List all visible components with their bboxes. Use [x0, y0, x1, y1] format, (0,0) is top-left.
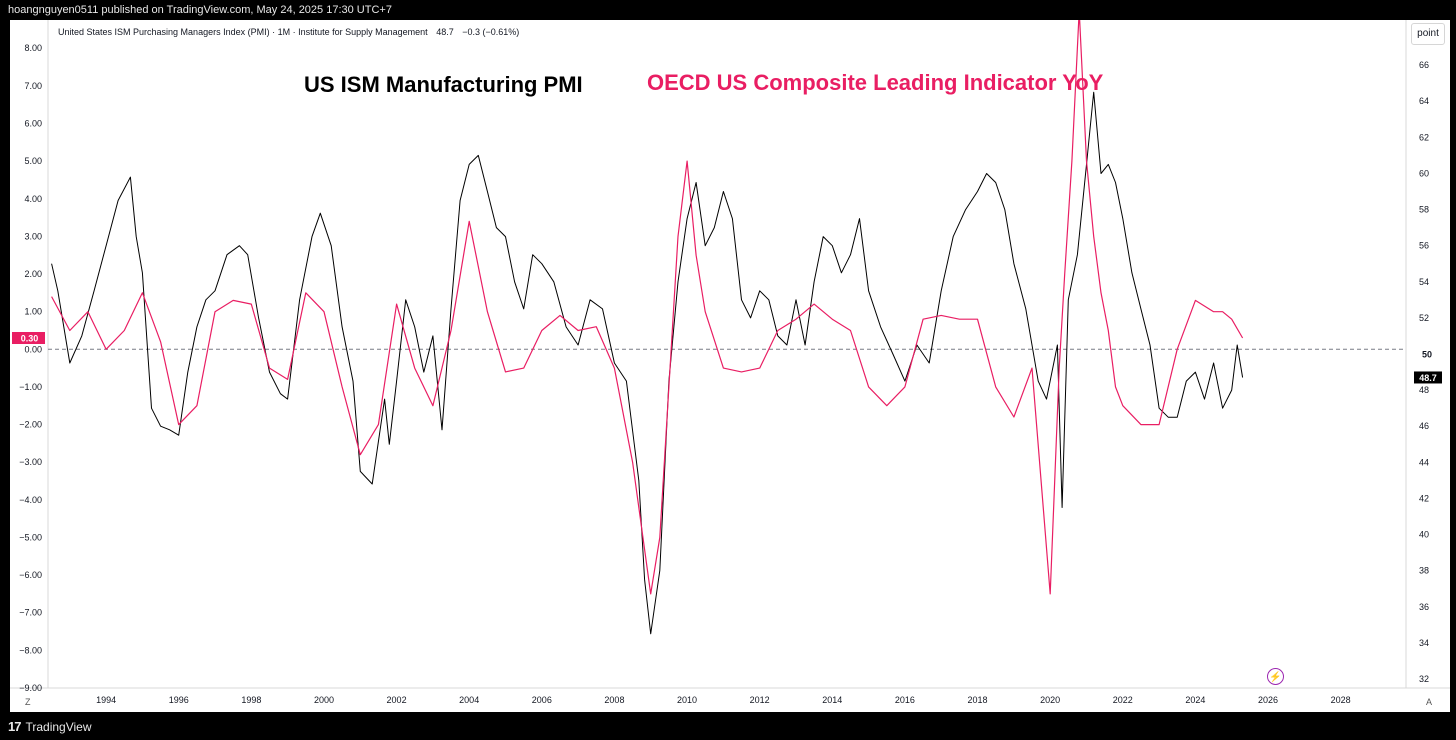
right-reference-label: 50 [1422, 350, 1432, 360]
right-tick-label: 40 [1419, 530, 1429, 540]
left-tick-label: −4.00 [19, 495, 42, 505]
time-tick-label: 2002 [387, 695, 407, 705]
left-tick-label: −2.00 [19, 420, 42, 430]
time-tick-label: 2018 [968, 695, 988, 705]
series-legend[interactable]: United States ISM Purchasing Managers In… [58, 27, 519, 37]
right-tick-label: 66 [1419, 60, 1429, 70]
right-tick-label: 46 [1419, 421, 1429, 431]
right-tick-label: 42 [1419, 493, 1429, 503]
left-tick-label: −8.00 [19, 645, 42, 655]
left-tick-label: 7.00 [24, 81, 42, 91]
oecd-annotation: OECD US Composite Leading Indicator YoY [647, 70, 1104, 95]
right-tick-label: 56 [1419, 241, 1429, 251]
right-tick-label: 44 [1419, 457, 1429, 467]
time-tick-label: 2006 [532, 695, 552, 705]
brand-text: TradingView [25, 719, 92, 734]
time-tick-label: 2010 [677, 695, 697, 705]
right-tick-label: 38 [1419, 566, 1429, 576]
time-tick-label: 2000 [314, 695, 334, 705]
left-tick-label: 5.00 [24, 156, 42, 166]
right-tick-label: 32 [1419, 674, 1429, 684]
pmi-annotation: US ISM Manufacturing PMI [304, 72, 583, 97]
time-tick-label: 2004 [459, 695, 479, 705]
time-tick-label: 2020 [1040, 695, 1060, 705]
tradingview-logo-icon: 17 [8, 719, 22, 734]
right-reference-badge [1414, 348, 1440, 360]
left-tick-label: −9.00 [19, 683, 42, 693]
timezone-corner[interactable]: Z [25, 697, 31, 707]
published-line: hoangnguyen0511 published on TradingView… [8, 4, 392, 16]
time-tick-label: 1994 [96, 695, 116, 705]
left-tick-label: −3.00 [19, 457, 42, 467]
pmi-series-line [51, 91, 1244, 635]
right-tick-label: 54 [1419, 277, 1429, 287]
left-tick-label: −1.00 [19, 382, 42, 392]
time-tick-label: 2022 [1113, 695, 1133, 705]
time-tick-label: 2012 [750, 695, 770, 705]
left-tick-label: 0.00 [24, 344, 42, 354]
right-tick-label: 52 [1419, 313, 1429, 323]
time-tick-label: 1996 [169, 695, 189, 705]
left-current-badge [12, 332, 45, 345]
top-bar: hoangnguyen0511 published on TradingView… [0, 0, 1456, 20]
left-tick-label: 2.00 [24, 269, 42, 279]
right-tick-label: 58 [1419, 205, 1429, 215]
tradingview-logo[interactable]: 17 TradingView [8, 719, 92, 734]
right-tick-label: 60 [1419, 168, 1429, 178]
bottom-bar: 17 TradingView [0, 712, 1456, 740]
legend-series-name: United States ISM Purchasing Managers In… [58, 27, 428, 37]
left-tick-label: 8.00 [24, 43, 42, 53]
left-tick-label: 6.00 [24, 118, 42, 128]
left-tick-label: −5.00 [19, 532, 42, 542]
right-tick-label: 48 [1419, 385, 1429, 395]
right-tick-label: 36 [1419, 602, 1429, 612]
flash-icon[interactable]: ⚡ [1267, 668, 1284, 685]
unit-button[interactable]: point [1411, 23, 1445, 45]
left-tick-label: 1.00 [24, 307, 42, 317]
legend-change: −0.3 (−0.61%) [462, 27, 520, 37]
legend-last-value: 48.7 [436, 27, 454, 37]
chart-frame[interactable]: 8.00 7.00 6.00 5.00 4.00 3.00 2.00 1.00 0.00 −1.0… [10, 20, 1450, 712]
time-tick-label: 2024 [1185, 695, 1205, 705]
right-tick-label: 64 [1419, 96, 1429, 106]
time-tick-label: 2008 [604, 695, 624, 705]
left-tick-label: −6.00 [19, 570, 42, 580]
time-tick-label: 2028 [1331, 695, 1351, 705]
right-last-badge [1414, 371, 1442, 384]
left-tick-label: −7.00 [19, 608, 42, 618]
left-tick-label: 4.00 [24, 194, 42, 204]
time-tick-label: 1998 [241, 695, 261, 705]
auto-scale-corner[interactable]: A [1426, 697, 1433, 707]
left-current-label: 0.30 [21, 334, 39, 344]
right-tick-label: 34 [1419, 638, 1429, 648]
chart-canvas[interactable]: 8.00 7.00 6.00 5.00 4.00 3.00 2.00 1.00 0.00 −1.0… [10, 20, 1450, 712]
right-last-label: 48.7 [1419, 373, 1437, 383]
oecd-series-line [51, 20, 1244, 595]
time-tick-label: 2014 [822, 695, 842, 705]
left-tick-label: 3.00 [24, 231, 42, 241]
right-tick-label: 62 [1419, 132, 1429, 142]
time-tick-label: 2026 [1258, 695, 1278, 705]
time-tick-label: 2016 [895, 695, 915, 705]
